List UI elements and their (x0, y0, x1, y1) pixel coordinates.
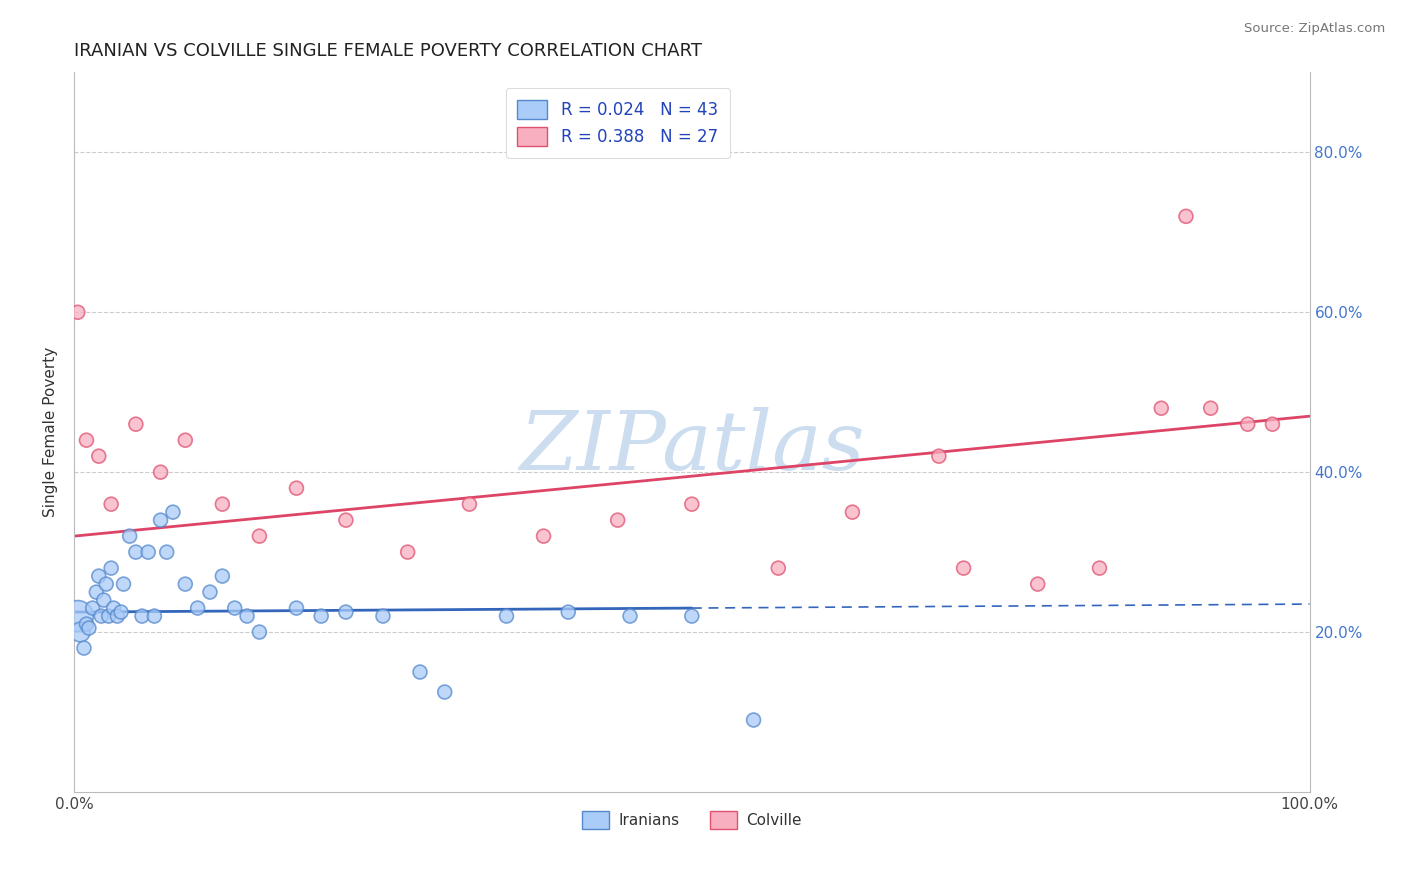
Point (533, 529, 555, 543)
Point (143, 609, 166, 624)
Point (118, 529, 141, 543)
Point (90, 609, 112, 624)
Point (162, 505, 184, 519)
Point (1199, 401, 1222, 416)
Point (87, 569, 110, 583)
Point (681, 497, 703, 511)
Point (433, 685, 456, 699)
Point (335, 513, 357, 527)
Point (841, 505, 863, 519)
Point (131, 609, 153, 624)
Point (69, 625, 91, 640)
Point (285, 481, 308, 495)
Point (681, 609, 703, 624)
Text: IRANIAN VS COLVILLE SINGLE FEMALE POVERTY CORRELATION CHART: IRANIAN VS COLVILLE SINGLE FEMALE POVERT… (75, 42, 702, 60)
Point (174, 433, 197, 447)
Point (105, 609, 128, 624)
Point (82, 601, 104, 615)
Point (93, 593, 115, 607)
Point (211, 569, 233, 583)
Point (247, 625, 270, 640)
Point (156, 545, 179, 559)
Point (66, 609, 89, 624)
Point (309, 609, 332, 624)
Point (149, 513, 172, 527)
Point (285, 601, 308, 615)
Point (557, 605, 579, 619)
Point (136, 545, 159, 559)
Point (495, 609, 517, 624)
Point (224, 601, 246, 615)
Point (606, 513, 628, 527)
Point (928, 449, 950, 463)
Point (768, 561, 790, 575)
Text: Source: ZipAtlas.com: Source: ZipAtlas.com (1244, 22, 1385, 36)
Point (100, 561, 122, 575)
Point (1150, 401, 1173, 416)
Point (100, 497, 122, 511)
Text: ZIPatlas: ZIPatlas (519, 407, 865, 486)
Point (247, 529, 270, 543)
Point (103, 601, 125, 615)
Point (125, 417, 148, 432)
Point (619, 609, 641, 624)
Point (409, 665, 432, 679)
Point (1088, 561, 1111, 575)
Point (1175, 210, 1198, 224)
Point (96, 577, 118, 591)
Point (1236, 417, 1258, 432)
Point (198, 585, 221, 599)
Point (1026, 577, 1049, 591)
Point (174, 577, 197, 591)
Point (952, 561, 974, 575)
Point (187, 601, 209, 615)
Point (87, 449, 110, 463)
Point (75, 617, 97, 632)
Point (335, 605, 357, 619)
Point (75, 433, 97, 447)
Point (236, 609, 259, 624)
Point (149, 465, 172, 479)
Point (77, 621, 100, 635)
Y-axis label: Single Female Poverty: Single Female Poverty (44, 347, 58, 517)
Point (458, 497, 481, 511)
Point (86, 585, 108, 599)
Point (211, 497, 233, 511)
Legend: Iranians, Colville: Iranians, Colville (575, 805, 808, 835)
Point (125, 545, 148, 559)
Point (371, 609, 394, 624)
Point (66, 305, 89, 319)
Point (110, 605, 132, 619)
Point (97, 609, 120, 624)
Point (112, 577, 135, 591)
Point (742, 713, 765, 727)
Point (396, 545, 419, 559)
Point (73, 641, 96, 656)
Point (1261, 417, 1284, 432)
